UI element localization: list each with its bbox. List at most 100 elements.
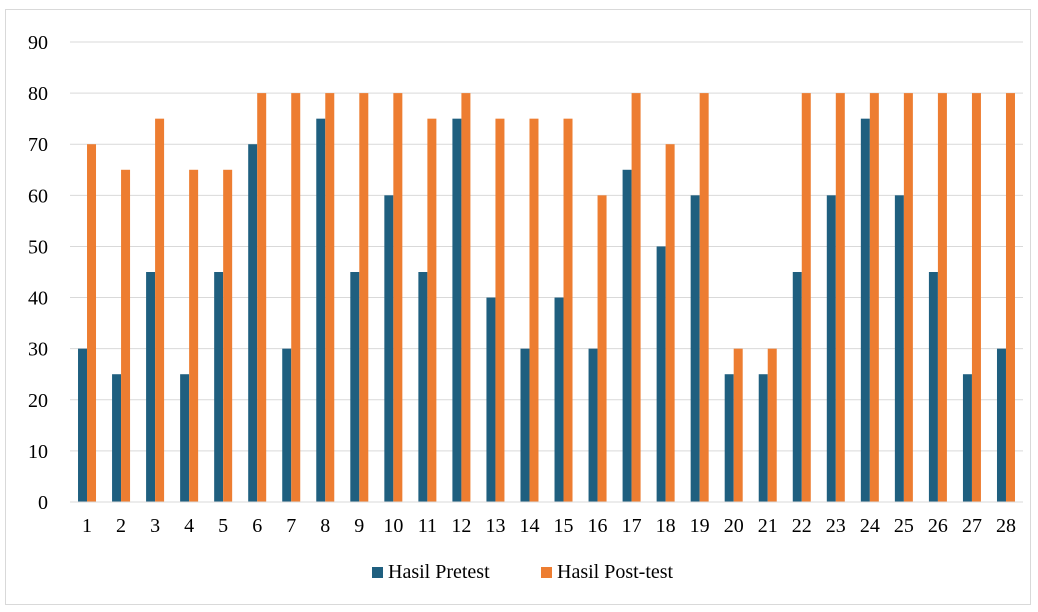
x-tick-label: 8	[320, 515, 330, 537]
x-tick-label: 28	[996, 515, 1016, 537]
bar-pretest-24	[860, 118, 870, 503]
bar-pretest-1	[78, 348, 88, 502]
bar-pretest-7	[282, 348, 292, 502]
bar-pretest-16	[588, 348, 598, 502]
bar-pretest-26	[928, 272, 938, 502]
bar-pretest-11	[418, 272, 428, 502]
x-tick-label: 18	[656, 515, 676, 537]
x-axis-ticks: 1 2 3 4 5 6 7 8 9 10 11 12 13 14 15 16 17 18 19 20 21 22 23 24 2…	[82, 515, 1016, 537]
x-tick-label: 9	[354, 515, 364, 537]
y-tick-label: 0	[38, 492, 48, 514]
bar-pretest-3	[146, 272, 156, 502]
x-tick-label: 22	[792, 515, 812, 537]
y-tick-label: 40	[28, 288, 48, 310]
bar-posttest-7	[291, 93, 301, 502]
y-tick-label: 90	[28, 32, 48, 54]
bar-pretest-10	[384, 195, 394, 503]
bar-posttest-21	[767, 348, 777, 502]
bar-pretest-25	[894, 195, 904, 503]
bar-posttest-11	[427, 118, 437, 503]
x-tick-label: 5	[218, 515, 228, 537]
bar-posttest-10	[393, 93, 403, 502]
y-tick-label: 50	[28, 236, 48, 258]
bar-pretest-5	[214, 272, 224, 502]
bar-posttest-6	[257, 93, 267, 502]
bar-posttest-19	[699, 93, 709, 502]
x-tick-label: 1	[82, 515, 92, 537]
x-tick-label: 15	[554, 515, 574, 537]
x-tick-label: 25	[894, 515, 914, 537]
y-tick-label: 10	[28, 441, 48, 463]
bar-pretest-4	[180, 374, 190, 502]
x-tick-label: 11	[418, 515, 437, 537]
bar-posttest-17	[631, 93, 641, 502]
bar-posttest-26	[937, 93, 947, 502]
bar-posttest-27	[971, 93, 981, 502]
x-tick-label: 2	[116, 515, 126, 537]
y-tick-label: 80	[28, 83, 48, 105]
bar-pretest-15	[554, 297, 564, 502]
y-tick-label: 20	[28, 390, 48, 412]
x-tick-label: 21	[758, 515, 778, 537]
x-tick-label: 23	[826, 515, 846, 537]
bar-pretest-12	[452, 118, 462, 503]
bar-pretest-20	[724, 374, 734, 502]
bar-posttest-18	[665, 144, 675, 502]
chart-frame	[5, 9, 1031, 605]
bar-pretest-6	[248, 144, 258, 502]
x-tick-label: 16	[588, 515, 608, 537]
bar-posttest-1	[87, 144, 97, 502]
x-tick-label: 6	[252, 515, 262, 537]
bar-posttest-24	[869, 93, 879, 502]
x-tick-label: 20	[724, 515, 744, 537]
bar-posttest-9	[359, 93, 369, 502]
y-tick-label: 60	[28, 185, 48, 207]
legend-swatch	[541, 567, 552, 578]
bar-posttest-23	[835, 93, 845, 502]
gridlines	[70, 41, 1023, 452]
legend-label: Hasil Pretest	[388, 561, 490, 583]
x-tick-label: 19	[690, 515, 710, 537]
bar-posttest-14	[529, 118, 539, 503]
bars	[78, 93, 1015, 503]
x-tick-label: 14	[519, 515, 539, 537]
bar-posttest-22	[801, 93, 811, 502]
x-tick-label: 26	[928, 515, 948, 537]
bar-pretest-21	[758, 374, 768, 502]
x-tick-label: 4	[184, 515, 194, 537]
legend-label: Hasil Post-test	[557, 561, 674, 583]
bar-pretest-17	[622, 169, 632, 502]
y-tick-label: 70	[28, 134, 48, 156]
x-tick-label: 10	[383, 515, 403, 537]
bar-posttest-12	[461, 93, 471, 502]
bar-pretest-27	[962, 374, 972, 502]
legend: Hasil Pretest Hasil Post-test	[372, 561, 674, 583]
bar-pretest-8	[316, 118, 326, 503]
bar-posttest-20	[733, 348, 743, 502]
bar-posttest-5	[223, 169, 233, 502]
bar-pretest-9	[350, 272, 360, 502]
bar-posttest-13	[495, 118, 505, 503]
bar-pretest-23	[826, 195, 836, 503]
bar-posttest-4	[189, 169, 199, 502]
x-tick-label: 7	[286, 515, 296, 537]
bar-pretest-18	[656, 246, 666, 502]
bar-posttest-16	[597, 195, 607, 503]
bar-pretest-2	[112, 374, 122, 502]
bar-pretest-22	[792, 272, 802, 502]
bar-posttest-25	[903, 93, 913, 502]
bar-posttest-3	[155, 118, 165, 503]
bar-posttest-15	[563, 118, 573, 503]
bar-pretest-13	[486, 297, 496, 502]
y-tick-label: 30	[28, 339, 48, 361]
bar-pretest-28	[996, 348, 1006, 502]
bar-posttest-28	[1005, 93, 1015, 502]
x-tick-label: 3	[150, 515, 160, 537]
y-axis-ticks: 0 10 20 30 40 50 60 70 80 90	[28, 32, 48, 514]
legend-swatch	[372, 567, 383, 578]
bar-posttest-8	[325, 93, 335, 502]
bar-pretest-14	[520, 348, 530, 502]
bar-posttest-2	[121, 169, 131, 502]
x-tick-label: 17	[622, 515, 642, 537]
